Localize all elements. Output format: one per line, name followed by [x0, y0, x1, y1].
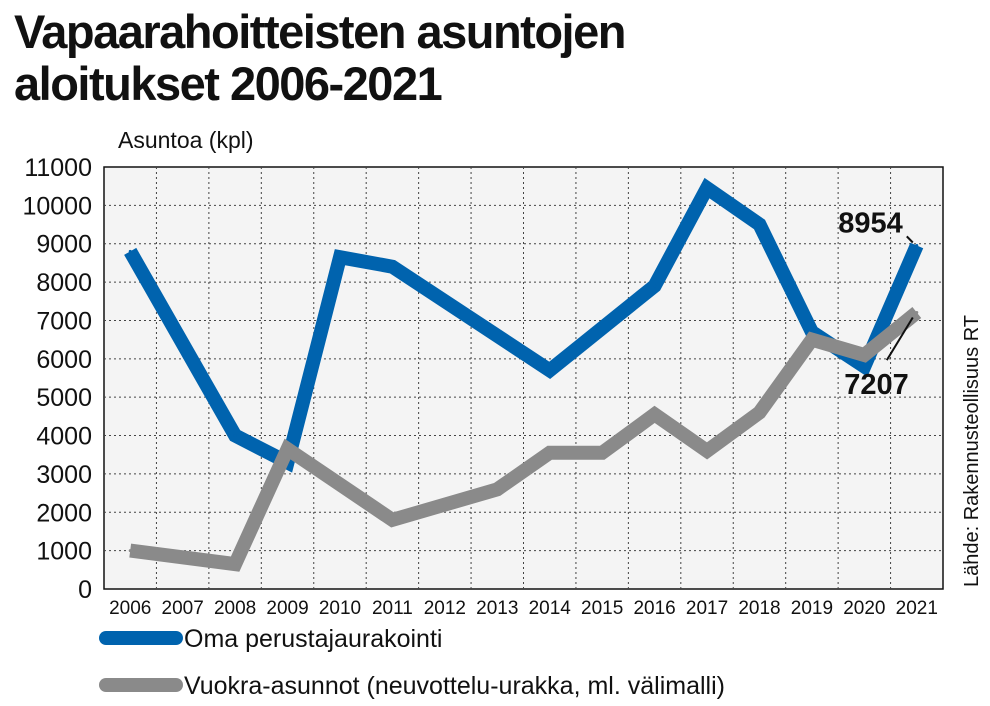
data-point	[653, 412, 657, 416]
x-tick-label: 2014	[529, 598, 572, 619]
chart-title: Vapaarahoitteisten asuntojen aloitukset …	[14, 5, 626, 110]
data-point	[862, 364, 866, 368]
chart-title-line-1: Vapaarahoitteisten asuntojen	[14, 5, 626, 58]
legend-label: Vuokra-asunnot (neuvottelu-urakka, ml. v…	[184, 672, 725, 700]
y-tick-label: 5000	[36, 384, 92, 412]
y-axis-label: Asuntoa (kpl)	[118, 127, 254, 153]
data-point	[705, 449, 709, 453]
data-point	[705, 186, 709, 190]
data-point	[128, 249, 132, 253]
data-point	[653, 284, 657, 288]
y-tick-label: 9000	[36, 231, 92, 259]
data-point	[757, 411, 761, 415]
y-tick-label: 6000	[36, 346, 92, 374]
data-point	[233, 434, 237, 438]
x-tick-label: 2012	[424, 598, 466, 619]
y-tick-label: 3000	[36, 461, 92, 489]
data-point	[128, 549, 132, 553]
annotation-leader	[885, 316, 914, 361]
y-tick-label: 4000	[36, 423, 92, 451]
legend-label: Oma perustajaurakointi	[184, 625, 442, 653]
data-point	[548, 451, 552, 455]
x-tick-label: 2011	[372, 598, 413, 619]
y-tick-label: 8000	[36, 269, 92, 297]
x-tick-label: 2013	[476, 598, 518, 619]
chart-title-line-2: aloitukset 2006-2021	[14, 57, 443, 110]
y-tick-label: 1000	[36, 538, 92, 566]
data-point	[495, 487, 499, 491]
y-tick-label: 2000	[36, 499, 92, 527]
data-point	[548, 368, 552, 372]
data-label: 8954	[838, 207, 903, 239]
source-label: Lähde: Rakennusteollisuus RT	[961, 315, 983, 587]
data-point	[233, 562, 237, 566]
data-point	[286, 447, 290, 451]
annotation-leader	[906, 235, 914, 244]
x-tick-label: 2009	[266, 598, 308, 619]
data-point	[810, 338, 814, 342]
x-tick-label: 2008	[214, 598, 256, 619]
x-tick-label: 2019	[791, 598, 833, 619]
x-tick-label: 2018	[738, 598, 780, 619]
y-tick-label: 7000	[36, 307, 92, 335]
x-tick-label: 2015	[581, 598, 623, 619]
data-point	[862, 353, 866, 357]
data-point	[600, 451, 604, 455]
y-tick-label: 0	[78, 576, 92, 604]
y-tick-label: 10000	[22, 192, 92, 220]
x-tick-label: 2007	[162, 598, 204, 619]
x-tick-label: 2021	[896, 598, 938, 619]
data-point	[390, 518, 394, 522]
data-label: 7207	[844, 369, 909, 401]
x-tick-label: 2016	[633, 598, 675, 619]
x-tick-label: 2020	[843, 598, 885, 619]
data-point	[757, 223, 761, 227]
data-point	[915, 311, 919, 315]
x-tick-label: 2017	[686, 598, 728, 619]
x-tick-label: 2006	[109, 598, 151, 619]
data-point	[338, 255, 342, 259]
data-point	[390, 265, 394, 269]
y-tick-label: 11000	[24, 154, 92, 182]
data-point	[915, 243, 919, 247]
x-tick-label: 2010	[319, 598, 361, 619]
